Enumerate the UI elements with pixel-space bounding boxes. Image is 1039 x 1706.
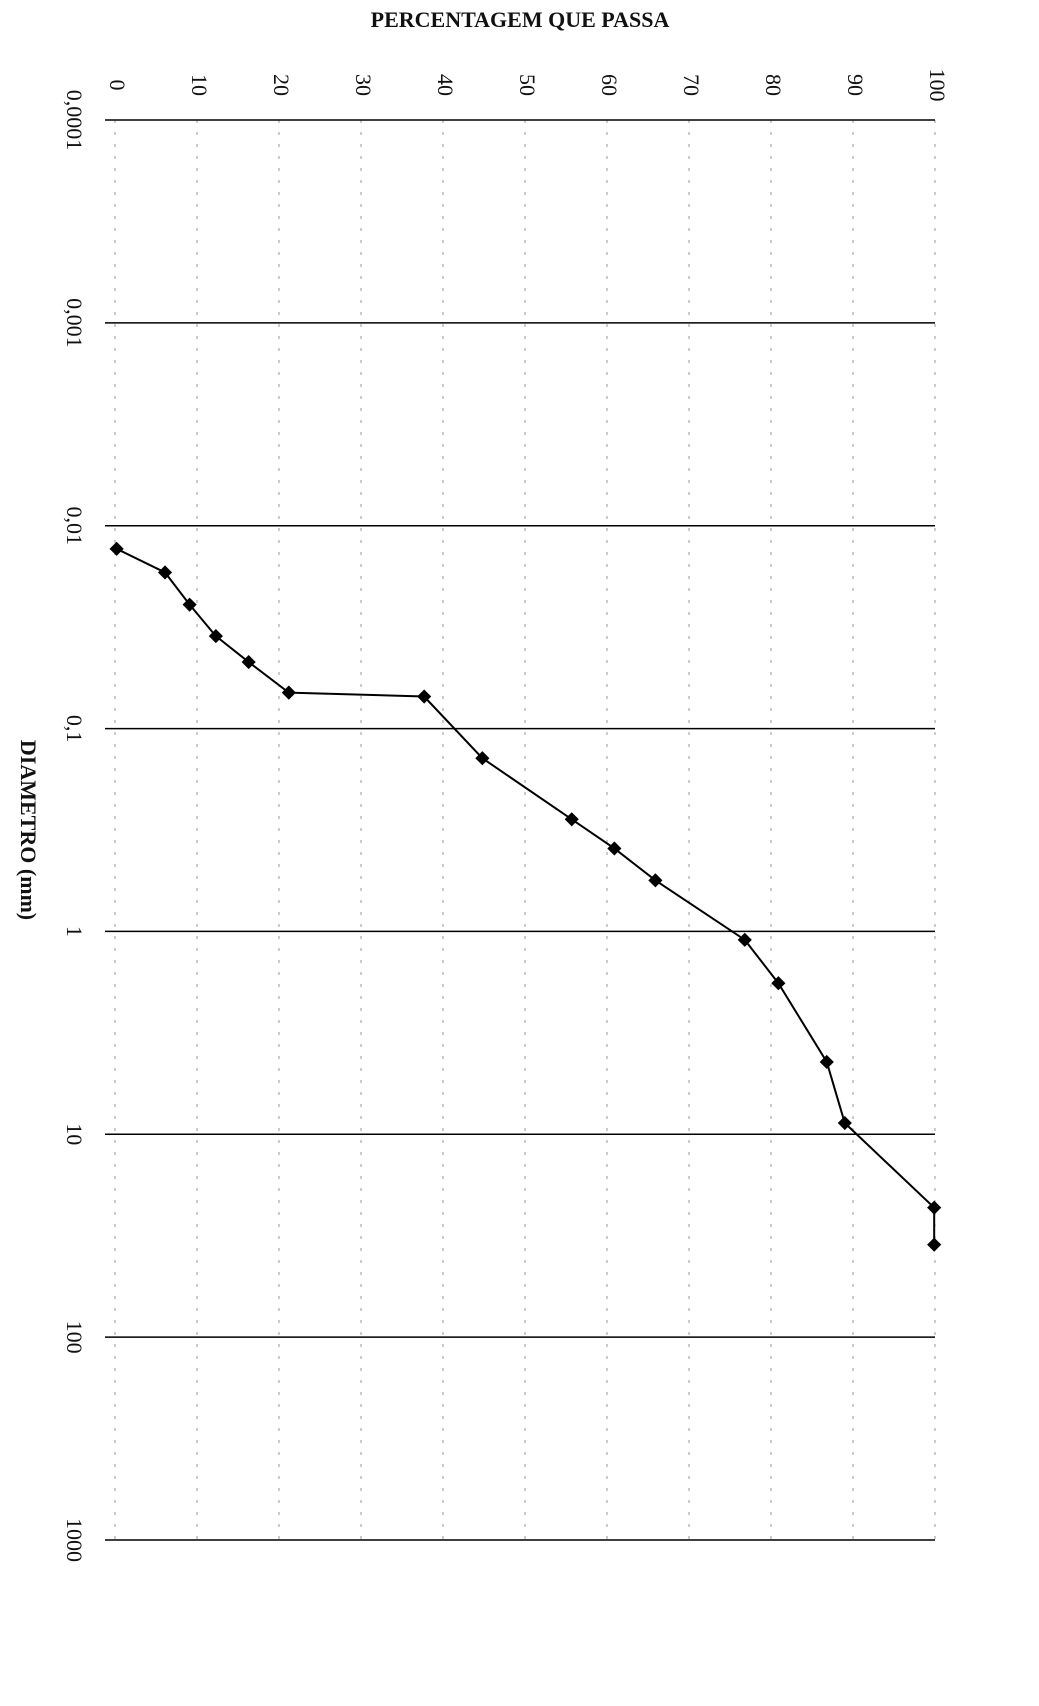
marker (109, 541, 124, 556)
marker (182, 597, 197, 612)
x-tick-label: 0,01 (62, 506, 87, 545)
marker (417, 689, 432, 704)
marker (241, 654, 256, 670)
y-tick-label: 40 (433, 74, 458, 96)
y-tick-label: 60 (597, 74, 622, 96)
marker (737, 932, 752, 947)
x-tick-label: 1000 (62, 1518, 87, 1562)
x-tick-label: 10 (62, 1123, 87, 1145)
x-tick-label: 0,0001 (62, 90, 87, 151)
marker (475, 751, 490, 766)
y-tick-label: 10 (187, 74, 212, 96)
marker (819, 1054, 834, 1070)
y-tick-label: 70 (679, 74, 704, 96)
y-tick-label: 50 (515, 74, 540, 96)
y-tick-label: 100 (925, 69, 950, 102)
marker (607, 841, 622, 856)
x-tick-label: 1 (62, 926, 87, 937)
y-tick-label: 20 (269, 74, 294, 96)
chart-title: PERCENTAGEM QUE PASSA (371, 7, 670, 32)
marker (157, 565, 173, 580)
marker (927, 1200, 942, 1215)
y-tick-label: 0 (105, 80, 130, 91)
x-axis-label: DIAMETRO (mm) (16, 740, 41, 920)
marker (208, 629, 223, 644)
marker (281, 685, 296, 700)
marker (648, 873, 663, 888)
y-tick-label: 80 (761, 74, 786, 96)
x-tick-label: 100 (62, 1321, 87, 1354)
y-tick-label: 90 (843, 74, 868, 96)
y-tick-label: 30 (351, 74, 376, 96)
marker (927, 1237, 942, 1252)
marker (837, 1115, 852, 1131)
marker (771, 976, 786, 991)
x-tick-label: 0,1 (62, 715, 87, 743)
x-tick-label: 0,001 (62, 298, 87, 348)
marker (564, 812, 579, 827)
